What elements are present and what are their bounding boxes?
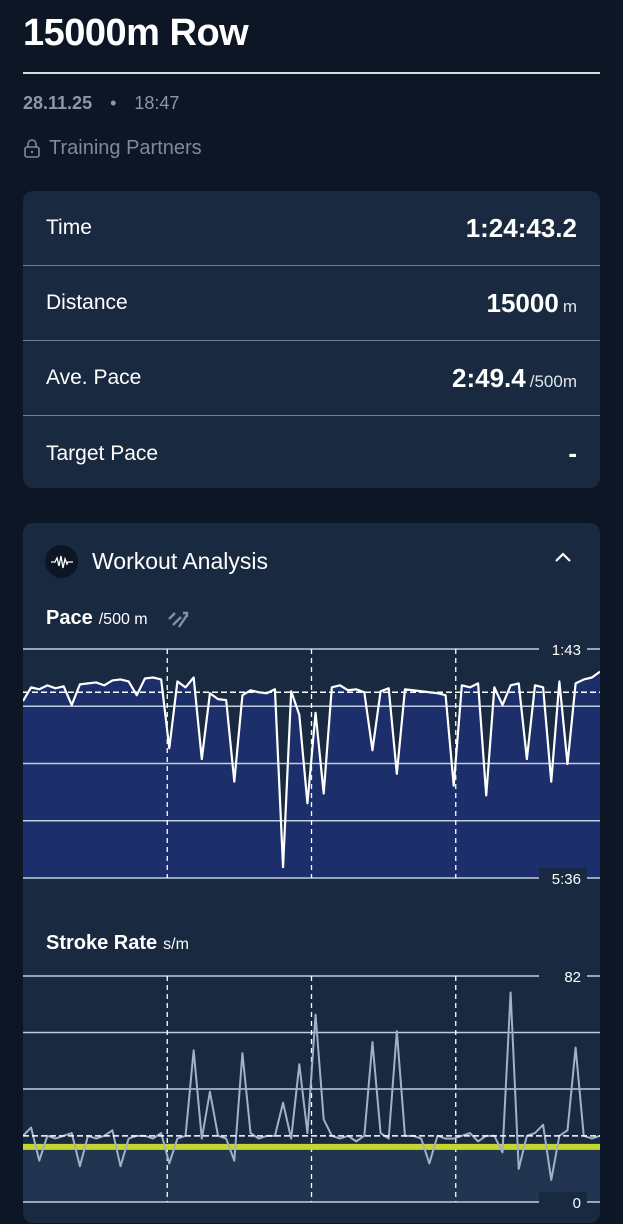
stat-value-group: 15000 m [487, 288, 577, 319]
stat-label: Time [46, 216, 92, 239]
stat-row-time: Time 1:24:43.2 [23, 191, 600, 266]
title-divider [23, 72, 600, 74]
pace-title: Pace [46, 607, 93, 629]
y-tick-label: 1:43 [552, 642, 581, 659]
workout-meta: 28.11.25 • 18:47 [23, 93, 179, 114]
privacy-label: Training Partners [49, 137, 202, 159]
stat-label: Ave. Pace [46, 366, 142, 389]
workout-title: 15000m Row [23, 12, 249, 54]
compare-icon[interactable] [166, 609, 190, 629]
series-line [23, 670, 600, 869]
area-fill [23, 671, 600, 878]
stroke-rate-unit: s/m [163, 936, 189, 953]
stat-value-group: - [568, 438, 577, 469]
stat-value: - [568, 438, 577, 468]
y-tick-label: 5:36 [552, 871, 581, 888]
workout-analysis-card: Workout Analysis Pace /500 m 1:43 5:36 St… [23, 523, 600, 1223]
series-line [23, 991, 600, 1181]
workout-date: 28.11.25 [23, 93, 93, 113]
pace-unit: /500 m [98, 611, 148, 628]
stroke-rate-chart-label: Stroke Rate s/m [46, 932, 189, 955]
stat-row-target-pace: Target Pace - [23, 416, 600, 491]
stat-value: 2:49.4 [452, 362, 526, 393]
tick-label-bg [539, 966, 587, 986]
workout-time: 18:47 [134, 93, 180, 113]
stat-value-group: 2:49.4/500m [452, 363, 577, 394]
pace-chart: 1:43 5:36 [23, 639, 600, 888]
stats-card: Time 1:24:43.2 Distance 15000 m Ave. Pace 2:49… [23, 191, 600, 488]
stat-row-ave-pace: Ave. Pace 2:49.4/500m [23, 341, 600, 416]
y-tick-label: 0 [573, 1195, 581, 1212]
stroke-rate-chart: 82 0 [23, 966, 600, 1212]
analysis-header[interactable]: Workout Analysis [45, 545, 268, 578]
tick-label-bg [539, 868, 587, 888]
stat-value: 15000 [486, 287, 559, 318]
stat-unit: /500m [529, 371, 577, 391]
stat-label: Distance [46, 291, 128, 314]
separator: • [110, 93, 117, 113]
waveform-icon [45, 545, 78, 578]
stat-label: Target Pace [46, 441, 159, 465]
y-tick-label: 82 [564, 969, 581, 986]
chevron-up-icon[interactable] [554, 551, 572, 563]
lock-icon [24, 138, 40, 158]
tick-label-bg [539, 639, 587, 659]
stat-value: 1:24:43.2 [465, 212, 577, 243]
stat-unit: m [562, 296, 577, 316]
analysis-title: Workout Analysis [92, 548, 268, 574]
stat-value-group: 1:24:43.2 [466, 213, 577, 244]
pace-chart-label: Pace /500 m [46, 607, 190, 630]
stroke-rate-title: Stroke Rate [46, 932, 158, 954]
privacy-setting[interactable]: Training Partners [23, 137, 202, 160]
stat-row-distance: Distance 15000 m [23, 266, 600, 341]
